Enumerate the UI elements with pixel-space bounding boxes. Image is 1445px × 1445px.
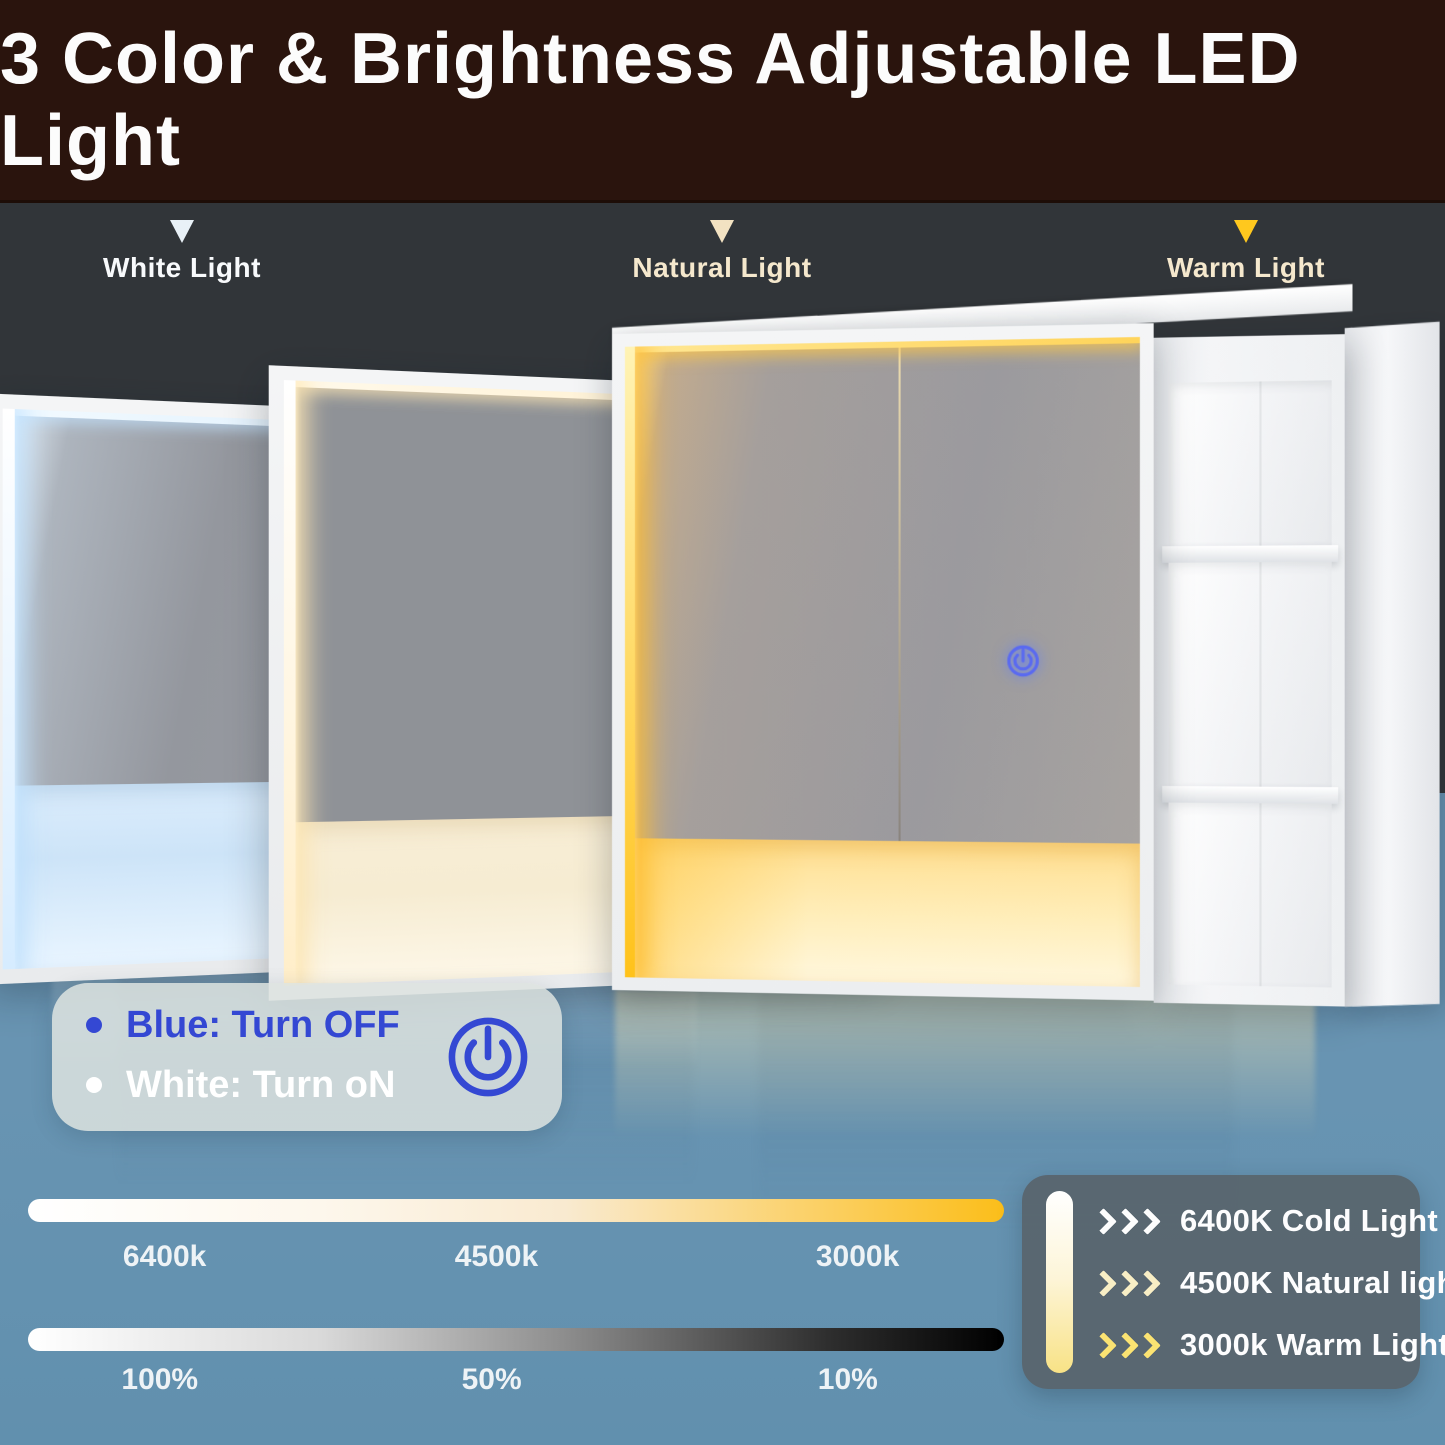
note-line-on: White: Turn oN [86,1063,395,1107]
bullet-icon [86,1077,102,1093]
light-mode-label: White Light [103,252,261,283]
cabinet-warm-light [612,284,1440,1007]
power-note-card: Blue: Turn OFF White: Turn oN [52,983,562,1131]
brightness-label-10: 10% [817,1363,878,1396]
cabinet-side-panel [1344,321,1440,1007]
light-mode-white: White Light [62,220,302,284]
triangle-down-icon [710,220,734,243]
temp-label-4500k: 4500k [454,1240,539,1273]
chevron-triple-icon [1090,1207,1161,1235]
led-strip-left [283,380,296,986]
chevron-triple-icon [1090,1331,1161,1359]
light-modes-legend-card: 6400K Cold Light 4500K Natural light 300… [1022,1175,1445,1389]
triangle-down-icon [1234,220,1258,243]
shelf-board [1162,785,1339,804]
touch-power-icon [1006,644,1042,679]
legend-label: 6400K Cold Light [1180,1203,1438,1238]
note-text: White: Turn oN [126,1063,396,1106]
lit-open-shelf [634,838,1140,988]
shelf-compartment [1168,561,1332,788]
brightness-labels: 100% 50% 10% [28,1363,1004,1403]
led-strip-left [2,408,15,970]
side-shelf-column [1153,334,1345,1007]
cabinet-front [612,323,1154,1001]
page-title: 3 Color & Brightness Adjustable LED Ligh… [0,19,1301,181]
brightness-label-50: 50% [461,1363,522,1396]
brightness-label-100: 100% [121,1363,199,1396]
light-mode-label: Natural Light [632,252,812,283]
mirror-doors [634,343,1140,844]
shelf-compartment [1168,802,1332,988]
note-line-off: Blue: Turn OFF [86,1003,400,1047]
legend-label: 3000k Warm Light [1180,1327,1445,1362]
triangle-down-icon [170,220,194,243]
brightness-gradient-bar [28,1328,1004,1351]
temperature-gradient-pill-icon [1046,1191,1073,1373]
led-strip-left [624,346,635,978]
shelf-compartment [1168,380,1332,547]
light-mode-label: Warm Light [1167,252,1325,283]
power-icon [444,1013,532,1101]
temp-label-6400k: 6400k [122,1240,207,1273]
bullet-icon [86,1017,102,1033]
legend-item-cold: 6400K Cold Light [1090,1199,1438,1243]
header-banner: 3 Color & Brightness Adjustable LED Ligh… [0,0,1445,203]
legend-item-natural: 4500K Natural light [1090,1261,1445,1305]
light-mode-natural: Natural Light [602,220,842,284]
door-seam [898,347,901,842]
color-temperature-gradient-bar [28,1199,1004,1222]
legend-label: 4500K Natural light [1180,1265,1445,1300]
color-temperature-labels: 6400k 4500k 3000k [28,1240,1004,1280]
legend-item-warm: 3000k Warm Light [1090,1323,1445,1367]
chevron-triple-icon [1090,1269,1161,1297]
shelf-board [1162,545,1339,563]
note-text: Blue: Turn OFF [126,1003,400,1046]
light-mode-warm: Warm Light [1126,220,1366,284]
temp-label-3000k: 3000k [815,1240,900,1273]
